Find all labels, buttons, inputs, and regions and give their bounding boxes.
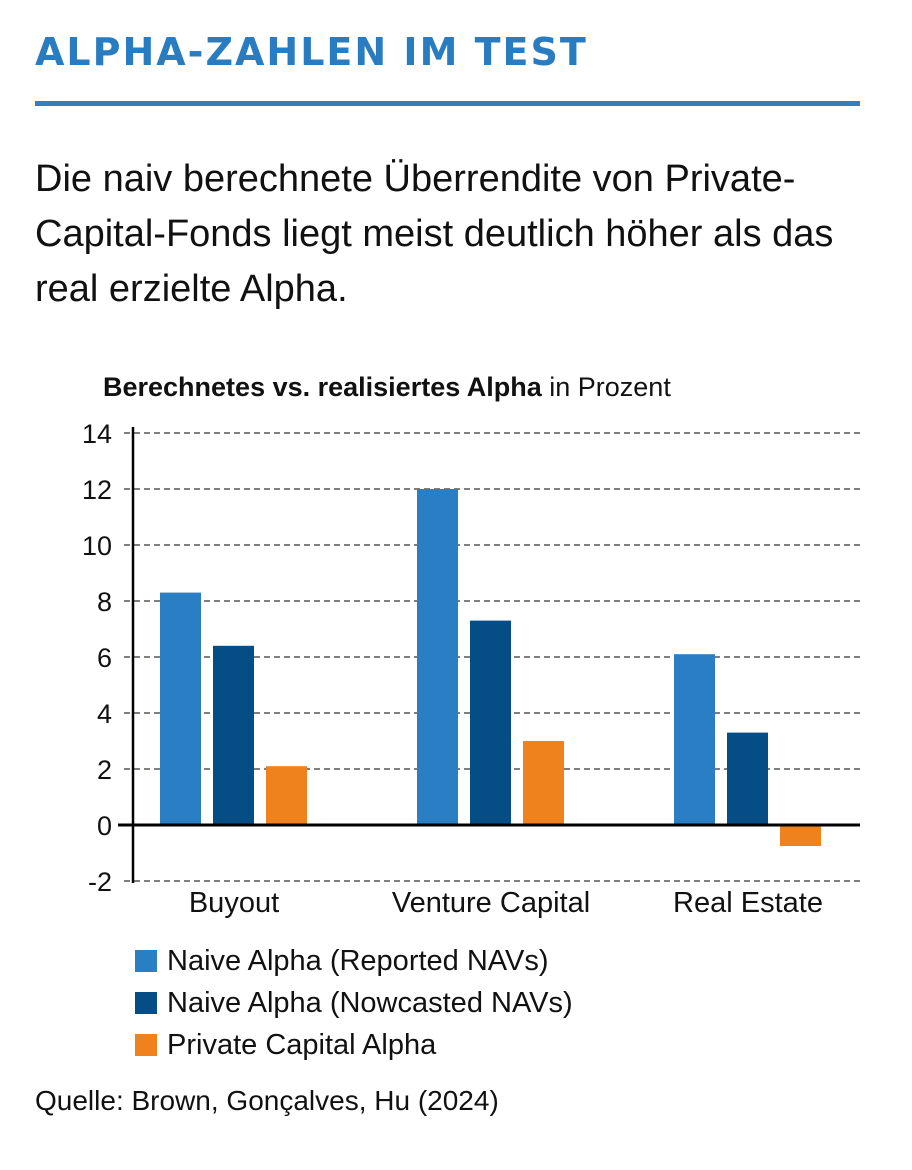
chart-title: Berechnetes vs. realisiertes Alpha in Pr… [103,372,671,403]
bar-chart: -2 0 2 4 6 8 10 12 14 Buyout Venture Capital Real … [82,419,860,919]
bar-buyout-series-1 [213,645,254,825]
bar-venture-capital-series-1 [470,620,511,825]
chart-title-unit: in Prozent [549,372,671,402]
legend-item-naive-nowcasted: Naive Alpha (Nowcasted NAVs) [135,982,573,1024]
legend: Naive Alpha (Reported NAVs) Naive Alpha … [135,940,573,1066]
bar-venture-capital-series-2 [523,741,564,825]
y-tick-label: 6 [97,643,112,673]
bar-buyout-series-0 [160,592,201,825]
legend-swatch [135,992,157,1014]
y-tick-label: 2 [97,755,112,785]
bar-real-estate-series-1 [727,732,768,825]
bars [160,489,821,846]
chart-title-bold: Berechnetes vs. realisiertes Alpha [103,372,542,402]
x-tick-label: Venture Capital [392,887,590,919]
bar-buyout-series-2 [266,766,307,825]
bar-venture-capital-series-0 [417,489,458,825]
x-axis-labels: Buyout Venture Capital Real Estate [189,887,823,919]
title-divider [35,101,860,106]
bar-real-estate-series-0 [674,654,715,825]
y-tick-label: 4 [97,699,112,729]
legend-label: Naive Alpha (Nowcasted NAVs) [167,986,573,1019]
legend-item-private-capital: Private Capital Alpha [135,1024,573,1066]
y-tick-label: 8 [97,587,112,617]
y-tick-label: 12 [82,475,112,505]
legend-swatch [135,950,157,972]
page-title: ALPHA-ZAHLEN IM TEST [35,30,588,74]
source-note: Quelle: Brown, Gonçalves, Hu (2024) [35,1085,499,1116]
subtitle: Die naiv berechnete Überrendite von Priv… [35,158,834,310]
y-tick-label: -2 [88,867,112,897]
x-tick-label: Buyout [189,887,279,919]
y-tick-label: 0 [97,811,112,841]
y-tick-label: 10 [82,531,112,561]
legend-item-naive-reported: Naive Alpha (Reported NAVs) [135,940,573,982]
y-tick-label: 14 [82,419,112,449]
legend-label: Naive Alpha (Reported NAVs) [167,944,549,977]
bar-real-estate-series-2 [780,825,821,846]
x-tick-label: Real Estate [673,887,823,919]
legend-swatch [135,1034,157,1056]
legend-label: Private Capital Alpha [167,1028,437,1061]
y-axis-ticks: -2 0 2 4 6 8 10 12 14 [82,419,112,897]
